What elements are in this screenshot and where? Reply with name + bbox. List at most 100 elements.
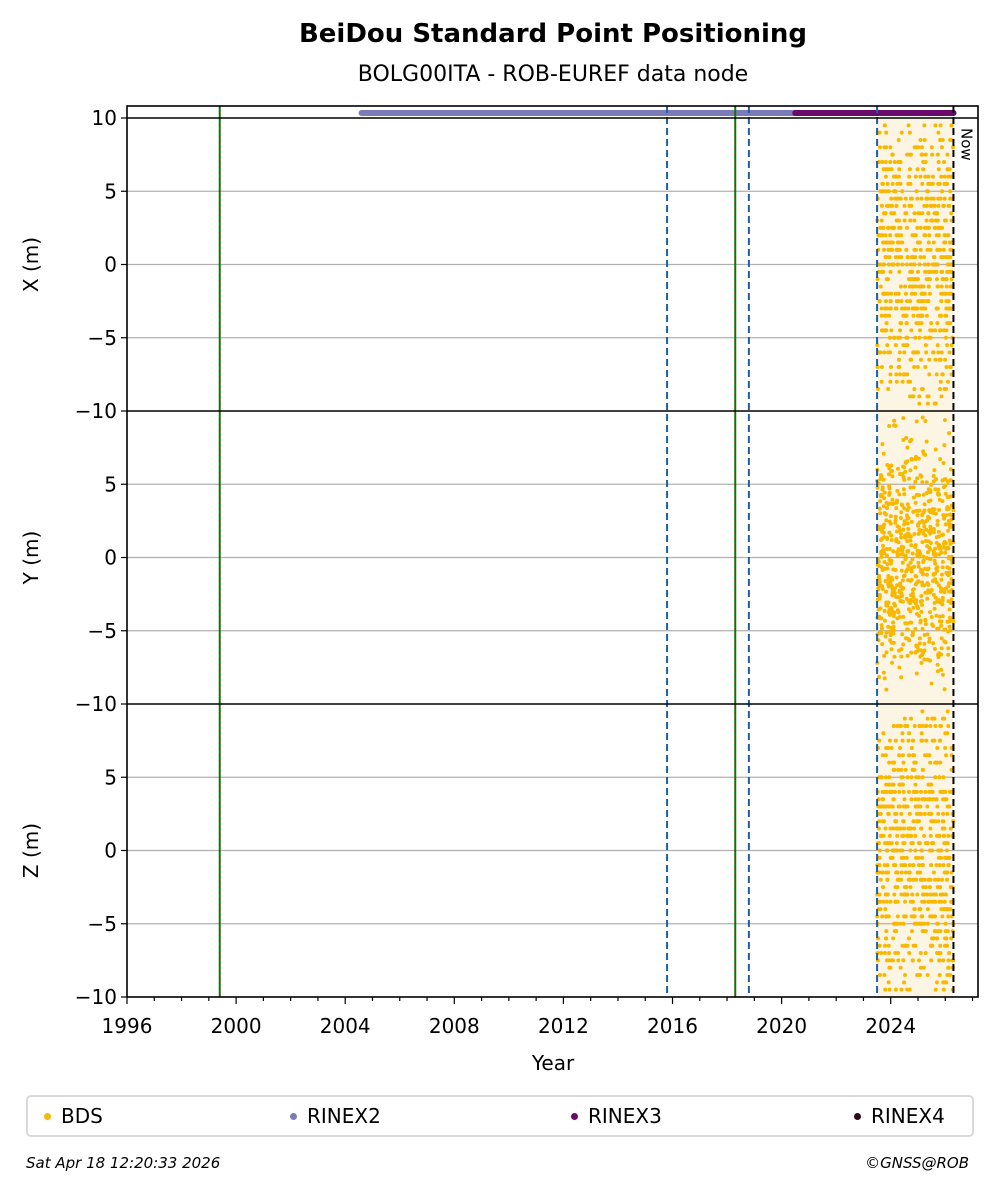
bds-point bbox=[948, 826, 953, 831]
bds-point bbox=[881, 833, 886, 838]
bds-point bbox=[903, 313, 908, 318]
bds-point bbox=[905, 567, 910, 572]
bds-point bbox=[920, 540, 925, 545]
bds-point bbox=[903, 870, 908, 875]
bds-point bbox=[900, 731, 905, 736]
bds-point bbox=[908, 485, 913, 490]
bds-point bbox=[912, 723, 917, 728]
bds-point bbox=[923, 365, 928, 370]
bds-point bbox=[922, 833, 927, 838]
bds-point bbox=[913, 174, 918, 179]
bds-point bbox=[908, 534, 913, 539]
bds-point bbox=[898, 848, 903, 853]
bds-point bbox=[928, 877, 933, 882]
bds-point bbox=[902, 519, 907, 524]
bds-point bbox=[909, 775, 914, 780]
bds-point bbox=[916, 350, 921, 355]
bds-point bbox=[920, 775, 925, 780]
bds-point bbox=[877, 738, 882, 743]
bds-point bbox=[888, 269, 893, 274]
bds-point bbox=[918, 328, 923, 333]
bds-point bbox=[877, 855, 882, 860]
bds-point bbox=[924, 480, 929, 485]
bds-point bbox=[895, 583, 900, 588]
bds-point bbox=[883, 233, 888, 238]
bds-point bbox=[900, 632, 905, 637]
bds-point bbox=[946, 299, 951, 304]
bds-point bbox=[878, 350, 883, 355]
bds-point bbox=[908, 218, 913, 223]
bds-point bbox=[906, 306, 911, 311]
bds-point bbox=[895, 524, 900, 529]
bds-point bbox=[938, 379, 943, 384]
bds-point bbox=[878, 189, 883, 194]
bds-point bbox=[940, 372, 945, 377]
bds-point bbox=[933, 877, 938, 882]
bds-point bbox=[895, 553, 900, 558]
bds-point bbox=[888, 299, 893, 304]
bds-point bbox=[918, 225, 923, 230]
bds-point bbox=[942, 590, 947, 595]
bds-point bbox=[911, 306, 916, 311]
bds-point bbox=[939, 269, 944, 274]
bds-point bbox=[916, 299, 921, 304]
bds-point bbox=[895, 529, 900, 534]
bds-point bbox=[899, 767, 904, 772]
bds-point bbox=[919, 598, 924, 603]
bds-point bbox=[925, 401, 930, 406]
bds-point bbox=[934, 211, 939, 216]
bds-point bbox=[887, 951, 892, 956]
bds-point bbox=[877, 579, 882, 584]
bds-point bbox=[888, 247, 893, 252]
bds-point bbox=[884, 547, 889, 552]
bds-point bbox=[917, 508, 922, 513]
bds-point bbox=[883, 987, 888, 992]
bds-point bbox=[901, 586, 906, 591]
bds-point bbox=[897, 167, 902, 172]
bds-point bbox=[947, 619, 952, 624]
bds-point bbox=[894, 174, 899, 179]
bds-point bbox=[913, 479, 918, 484]
bds-point bbox=[928, 826, 933, 831]
bds-point bbox=[925, 394, 930, 399]
bds-point bbox=[900, 189, 905, 194]
bds-point bbox=[901, 921, 906, 926]
bds-point bbox=[942, 387, 947, 392]
bds-point bbox=[943, 477, 948, 482]
bds-point bbox=[946, 521, 951, 526]
bds-point bbox=[877, 506, 882, 511]
bds-point bbox=[933, 447, 938, 452]
bds-point bbox=[940, 291, 945, 296]
bds-point bbox=[916, 531, 921, 536]
bds-point bbox=[918, 951, 923, 956]
bds-point bbox=[897, 350, 902, 355]
bds-point bbox=[918, 137, 923, 142]
bds-point bbox=[922, 811, 927, 816]
bds-point bbox=[941, 958, 946, 963]
bds-point bbox=[936, 196, 941, 201]
bds-point bbox=[939, 313, 944, 318]
bds-point bbox=[917, 723, 922, 728]
bds-point bbox=[938, 328, 943, 333]
bds-point bbox=[908, 885, 913, 890]
bds-point bbox=[886, 262, 891, 267]
bds-point bbox=[894, 203, 899, 208]
bds-point bbox=[891, 628, 896, 633]
bds-point bbox=[907, 811, 912, 816]
legend-label: RINEX4 bbox=[871, 1104, 945, 1128]
bds-point bbox=[925, 247, 930, 252]
legend: BDS RINEX2 RINEX3 RINEX4 bbox=[26, 1095, 974, 1137]
bds-point bbox=[882, 490, 887, 495]
bds-point bbox=[909, 357, 914, 362]
bds-point bbox=[907, 638, 912, 643]
bds-point bbox=[878, 284, 883, 289]
bds-point bbox=[897, 665, 902, 670]
bds-point bbox=[951, 619, 956, 624]
bds-point bbox=[886, 811, 891, 816]
bds-point bbox=[930, 738, 935, 743]
bds-point bbox=[912, 826, 917, 831]
bds-point bbox=[878, 499, 883, 504]
bds-point bbox=[903, 892, 908, 897]
bds-point bbox=[883, 174, 888, 179]
bds-point bbox=[920, 723, 925, 728]
